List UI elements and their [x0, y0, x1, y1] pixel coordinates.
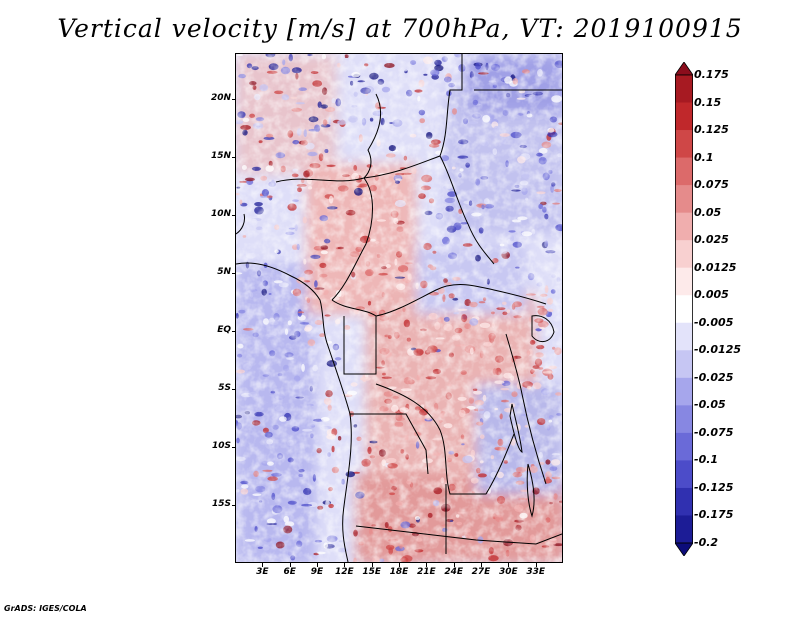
- x-tick-mark: [344, 563, 346, 567]
- colorbar-label: -0.2: [694, 536, 719, 549]
- y-tick-label: 15N: [210, 151, 231, 162]
- colorbar-bin: [675, 75, 693, 103]
- y-tick-label: 10N: [210, 209, 231, 220]
- country-border: [331, 284, 547, 317]
- lake-outline: [526, 463, 535, 518]
- x-tick-label: 33E: [526, 567, 545, 577]
- x-tick-mark: [426, 563, 428, 567]
- y-tick-mark: [232, 505, 236, 507]
- colorbar-bin: [675, 377, 693, 406]
- y-tick-label: EQ: [217, 325, 231, 336]
- coastline: [236, 213, 245, 235]
- colorbar-bin: [675, 157, 693, 186]
- vertical-velocity-field: [236, 54, 562, 562]
- y-tick-mark: [232, 215, 236, 217]
- x-tick-mark: [317, 563, 318, 567]
- colorbar-bin: [675, 212, 693, 241]
- country-border: [343, 316, 377, 375]
- colorbar-label: 0.075: [694, 178, 729, 192]
- colorbar-label: 0.175: [694, 68, 729, 81]
- colorbar-label: -0.025: [694, 370, 734, 384]
- map-plot-area: [235, 53, 563, 563]
- x-tick-mark: [262, 563, 264, 567]
- x-tick-label: 30E: [498, 567, 518, 577]
- y-tick-label: 5N: [217, 267, 231, 278]
- colorbar-label: 0.1: [694, 150, 714, 164]
- colorbar-bin: [675, 130, 693, 158]
- colorbar-label: 0.005: [694, 288, 729, 302]
- coastline: [236, 262, 352, 562]
- colorbar-bin: [675, 432, 693, 461]
- x-tick-label: 21E: [416, 567, 436, 577]
- lake-outline: [509, 403, 523, 453]
- country-border: [275, 177, 373, 301]
- x-tick-label: 27E: [471, 567, 491, 577]
- y-tick-mark: [232, 331, 236, 333]
- colorbar-label: 0.125: [694, 123, 729, 137]
- x-tick-mark: [289, 563, 291, 567]
- colorbar-label: 0.025: [694, 233, 729, 247]
- y-tick-label: 5S: [218, 383, 231, 394]
- x-tick-mark: [508, 563, 510, 567]
- colorbar-bin: [675, 487, 693, 516]
- colorbar-top-arrow: [675, 62, 693, 76]
- x-tick-label: 24E: [444, 567, 463, 577]
- y-tick-mark: [232, 389, 236, 391]
- colorbar-bottom-arrow: [675, 542, 693, 556]
- colorbar-bin: [675, 185, 693, 214]
- colorbar-label: 0.15: [694, 95, 722, 109]
- x-tick-label: 6E: [283, 567, 296, 577]
- country-border: [355, 525, 562, 545]
- y-tick-label: 15S: [211, 499, 231, 510]
- x-tick-label: 3E: [256, 567, 269, 577]
- country-border: [439, 54, 463, 157]
- y-tick-mark: [232, 447, 236, 449]
- colorbar-frame: [675, 74, 693, 544]
- colorbar-label: 0.05: [694, 205, 722, 219]
- y-tick-label: 10S: [211, 441, 231, 452]
- country-border: [363, 155, 495, 265]
- y-tick-label: 20N: [210, 93, 231, 104]
- y-tick-mark: [232, 99, 236, 101]
- colorbar-label: -0.0125: [694, 343, 742, 357]
- colorbar-bin: [675, 515, 693, 544]
- colorbar-label: 0.0125: [694, 260, 737, 274]
- y-tick-mark: [232, 157, 236, 159]
- country-border: [350, 413, 429, 475]
- x-tick-mark: [453, 563, 455, 567]
- x-tick-label: 15E: [362, 567, 381, 577]
- country-border: [363, 93, 381, 179]
- x-tick-label: 18E: [389, 567, 409, 577]
- chart-title: Vertical velocity [m/s] at 700hPa, VT: 2…: [57, 14, 743, 43]
- colorbar-label: -0.1: [694, 453, 719, 467]
- colorbar-label: -0.05: [694, 398, 726, 412]
- colorbar-label: -0.075: [694, 425, 734, 439]
- colorbar-bin: [675, 405, 693, 434]
- country-border: [505, 333, 547, 485]
- colorbar-label: -0.005: [694, 315, 734, 329]
- x-tick-mark: [535, 563, 537, 567]
- colorbar-bin: [675, 240, 693, 269]
- x-tick-label: 12E: [334, 567, 354, 577]
- x-tick-label: 9E: [310, 567, 324, 577]
- footer-credit: GrADS: IGES/COLA: [4, 604, 87, 613]
- lake-outline: [531, 315, 555, 342]
- colorbar: [675, 62, 693, 556]
- colorbar-label: -0.125: [694, 480, 734, 494]
- x-tick-mark: [399, 563, 400, 567]
- colorbar-bin: [675, 102, 693, 131]
- colorbar-label: -0.175: [694, 508, 734, 522]
- colorbar-bin: [675, 322, 693, 351]
- colorbar-bin: [675, 267, 693, 296]
- country-border: [375, 383, 515, 495]
- colorbar-bin: [675, 460, 693, 489]
- x-tick-mark: [371, 563, 373, 567]
- y-tick-mark: [232, 273, 236, 275]
- x-tick-mark: [481, 563, 482, 567]
- colorbar-bin: [675, 350, 693, 379]
- colorbar-bin: [675, 295, 693, 324]
